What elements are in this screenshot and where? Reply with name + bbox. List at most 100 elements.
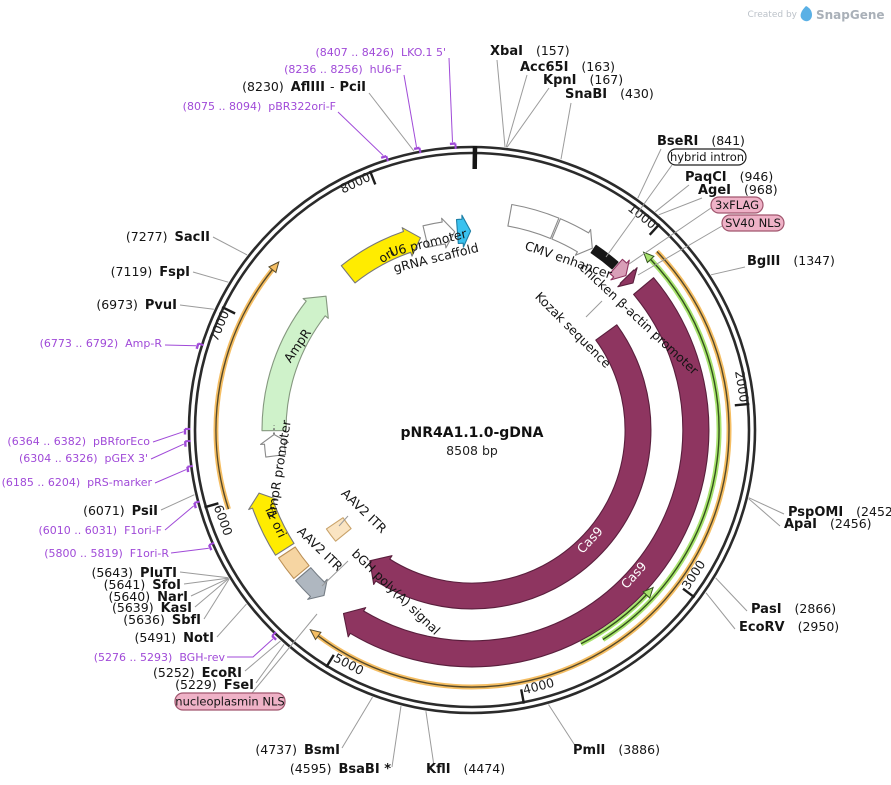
enzyme-site-acc65i[interactable]: Acc65I (163) <box>505 59 615 148</box>
orf-arc-green-1[interactable] <box>601 251 722 642</box>
primer-hu6-f[interactable]: (8236 .. 8256) hU6-F <box>284 63 422 154</box>
cas9-outer-feature[interactable] <box>342 277 710 668</box>
ampr-feature[interactable] <box>261 295 329 432</box>
enzyme-label[interactable]: (4595) BsaBI * <box>290 761 391 777</box>
primer-label[interactable]: (8407 .. 8426) LKO.1 5' <box>315 46 446 59</box>
enzyme-site-kasi[interactable]: (5639) KasI <box>112 578 230 617</box>
enzyme-site-apai[interactable]: ApaI (2456) <box>748 498 872 532</box>
primer-label[interactable]: (6010 .. 6031) F1ori-F <box>39 524 162 537</box>
enzyme-label[interactable]: (5636) SbfI <box>123 612 201 628</box>
enzyme-site-sfoi[interactable]: (5641) SfoI <box>104 577 229 593</box>
enzyme-label[interactable]: PmlI (3886) <box>573 742 660 758</box>
enzyme-label[interactable]: (7119) FspI <box>111 264 190 280</box>
nucleoplasmin-nls-label[interactable]: nucleoplasmin NLS <box>174 613 318 711</box>
primer-label[interactable]: (8075 .. 8094) pBR322ori-F <box>183 100 336 113</box>
primer-pbrforeco[interactable]: (6364 .. 6382) pBRforEco <box>7 427 191 448</box>
enzyme-label[interactable]: EcoRV (2950) <box>739 619 839 635</box>
cas9-inner-feature[interactable] <box>369 324 652 610</box>
enzyme-label[interactable]: (6973) PvuI <box>96 297 177 313</box>
orf-arc-orange-2[interactable] <box>213 261 280 510</box>
enzyme-site-bsmi[interactable]: (4737) BsmI <box>255 696 373 758</box>
primer-label[interactable]: (6304 .. 6326) pGEX 3' <box>19 452 148 465</box>
enzyme-site-pvui[interactable]: (6973) PvuI <box>96 297 214 313</box>
enzyme-label[interactable]: (5640) NarI <box>109 589 188 605</box>
ampr-promoter-feature[interactable] <box>259 433 289 458</box>
f1-ori-feature[interactable] <box>248 492 295 556</box>
primer-amp-r[interactable]: (6773 .. 6792) Amp-R <box>40 337 204 350</box>
primer-label[interactable]: (6185 .. 6204) pRS-marker <box>2 476 153 489</box>
enzyme-site-sacii[interactable]: (7277) SacII <box>126 229 248 256</box>
enzyme-label[interactable]: BglII (1347) <box>747 253 835 269</box>
enzyme-site-pasi[interactable]: PasI (2866) <box>715 577 837 617</box>
enzyme-site-pmli[interactable]: PmlI (3886) <box>548 704 660 759</box>
cmv-enhancer-feature[interactable] <box>507 203 560 240</box>
primer-pbr322ori-f[interactable]: (8075 .. 8094) pBR322ori-F <box>183 100 389 162</box>
u6-promoter-feature[interactable] <box>422 217 456 249</box>
primer-pgex-3[interactable]: (6304 .. 6326) pGEX 3' <box>19 440 191 465</box>
enzyme-site-noti[interactable]: (5491) NotI <box>135 603 247 646</box>
enzyme-site-afliii-pcii[interactable]: (8230) AflIII - PciI <box>242 79 415 152</box>
enzyme-site-paqci[interactable]: PaqCI (946) <box>654 169 773 213</box>
enzyme-site-bglii[interactable]: BglII (1347) <box>710 253 835 276</box>
enzyme-label[interactable]: (4737) BsmI <box>255 742 340 758</box>
enzyme-label[interactable]: (5641) SfoI <box>104 577 181 593</box>
enzyme-label[interactable]: XbaI (157) <box>490 43 570 59</box>
enzyme-site-pspomi[interactable]: PspOMI(2452) <box>748 497 891 520</box>
bgh-polya-signal-feature[interactable] <box>295 567 328 600</box>
primer-label[interactable]: (6364 .. 6382) pBRforEco <box>7 435 150 448</box>
enzyme-label[interactable]: (8230) AflIII - PciI <box>242 79 366 95</box>
primer-f1ori-r[interactable]: (5800 .. 5819) F1ori-R <box>44 541 215 560</box>
enzyme-site-xbai[interactable]: XbaI (157) <box>490 43 570 147</box>
primer-bgh-rev[interactable]: (5276 .. 5293) BGH-rev <box>94 631 277 664</box>
primer-label[interactable]: (8236 .. 8256) hU6-F <box>284 63 402 76</box>
chicken-beta-actin-promoter-feature[interactable] <box>551 218 593 256</box>
primer-label[interactable]: (5276 .. 5293) BGH-rev <box>94 651 226 664</box>
hybrid-intron-feature[interactable] <box>590 244 619 270</box>
enzyme-label[interactable]: Acc65I (163) <box>520 59 615 75</box>
enzyme-label[interactable]: ApaI (2456) <box>784 516 872 532</box>
primer-label[interactable]: (5800 .. 5819) F1ori-R <box>44 547 169 560</box>
enzyme-label[interactable]: (7277) SacII <box>126 229 210 245</box>
enzyme-label[interactable]: PaqCI (946) <box>685 169 773 185</box>
enzyme-site-ecori[interactable]: (5252) EcoRI <box>153 640 281 681</box>
primer-prs-marker[interactable]: (6185 .. 6204) pRS-marker <box>2 465 193 489</box>
enzyme-label[interactable]: PasI (2866) <box>751 601 836 617</box>
enzyme-label[interactable]: KpnI (167) <box>543 72 623 88</box>
enzyme-site-kpni[interactable]: KpnI (167) <box>506 72 623 148</box>
enzyme-label[interactable]: (5252) EcoRI <box>153 665 242 681</box>
primer-f1ori-f[interactable]: (6010 .. 6031) F1ori-F <box>39 500 200 538</box>
enzyme-site-psii[interactable]: (6071) PsiI <box>83 494 195 519</box>
enzyme-label[interactable]: SnaBI (430) <box>565 86 654 102</box>
enzyme-site-pluti[interactable]: (5643) PluTI <box>91 565 229 581</box>
enzyme-label[interactable]: BseRI (841) <box>657 133 745 149</box>
grna-scaffold-feature[interactable] <box>455 214 472 248</box>
enzyme-label[interactable]: (5639) KasI <box>112 600 192 616</box>
enzyme-site-bseri[interactable]: BseRI (841) <box>637 133 745 199</box>
enzyme-site-snabi[interactable]: SnaBI (430) <box>560 86 654 160</box>
sv40-nls-feature[interactable] <box>617 267 638 288</box>
3xflag-feature[interactable] <box>609 258 630 281</box>
enzyme-label[interactable]: PspOMI(2452) <box>788 504 891 520</box>
enzyme-label[interactable]: KflI (4474) <box>426 761 505 777</box>
label-ori[interactable]: ori <box>376 245 398 266</box>
hybrid-intron-label[interactable]: hybrid intron <box>605 148 747 258</box>
3xflag-label[interactable]: 3xFLAG <box>628 196 764 265</box>
enzyme-site-fspi[interactable]: (7119) FspI <box>111 264 229 283</box>
primer-label[interactable]: (6773 .. 6792) Amp-R <box>40 337 163 350</box>
orf-arc-green-2[interactable] <box>579 586 654 647</box>
enzyme-label[interactable]: AgeI (968) <box>698 182 778 198</box>
enzyme-site-sbfi[interactable]: (5636) SbfI <box>123 578 230 628</box>
aav2-itr-outer-feature[interactable] <box>277 546 310 580</box>
enzyme-site-nari[interactable]: (5640) NarI <box>109 577 229 605</box>
enzyme-label[interactable]: (5491) NotI <box>135 630 214 646</box>
label-ampr-promoter[interactable]: AmpR promoter <box>263 418 293 519</box>
enzyme-label[interactable]: (6071) PsiI <box>83 503 158 519</box>
enzyme-label[interactable]: (5643) PluTI <box>91 565 177 581</box>
sv40-nls-label[interactable]: SV40 NLS <box>637 214 785 276</box>
aav2-itr-inner-feature[interactable] <box>325 517 352 542</box>
orf-arc-orange-1[interactable] <box>309 249 732 690</box>
ori-feature[interactable] <box>340 227 422 284</box>
enzyme-label[interactable]: (5229) FseI <box>175 677 254 693</box>
enzyme-site-bsabi[interactable]: (4595) BsaBI * <box>290 705 402 777</box>
primer-lko-1-5[interactable]: (8407 .. 8426) LKO.1 5' <box>315 46 457 150</box>
